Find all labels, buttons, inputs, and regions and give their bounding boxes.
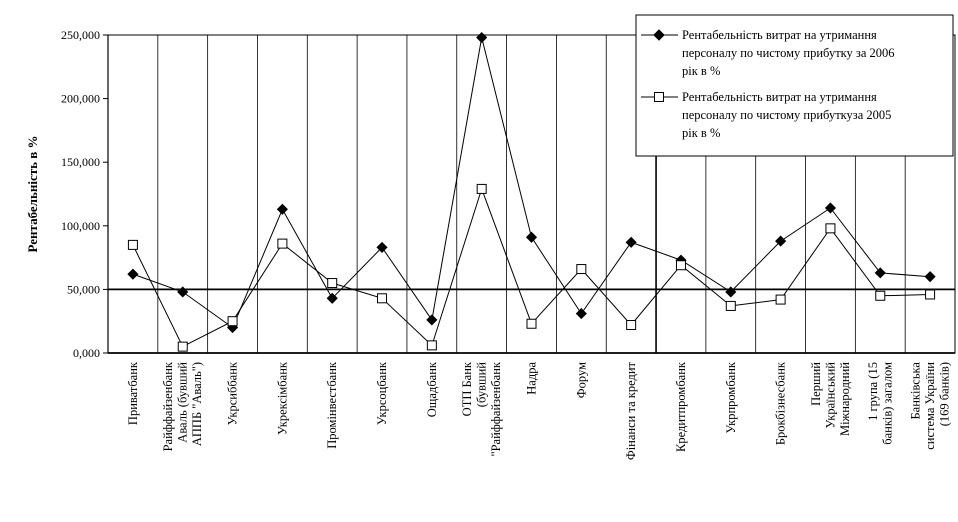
data-point-2006 bbox=[177, 286, 189, 298]
data-point-2006 bbox=[376, 241, 388, 253]
x-tick-label: Фінанси та кредит bbox=[624, 361, 638, 460]
x-tick-label: (бувший bbox=[475, 362, 489, 408]
series-layer bbox=[127, 31, 936, 352]
x-tick-label: Промінвестбанк bbox=[325, 361, 339, 449]
x-tick-label: Кредитпромбанк bbox=[674, 361, 688, 452]
x-tick-label: Надра bbox=[525, 362, 539, 395]
y-tick-label: 100,000 bbox=[61, 219, 100, 233]
legend-label: персоналу по чистому прибуткуза 2005 bbox=[682, 108, 891, 122]
legend: Рентабельність витрат на утримання персон… bbox=[635, 14, 954, 157]
x-tick-label: ОТП Банк bbox=[460, 361, 474, 416]
data-point-2006 bbox=[824, 202, 837, 214]
data-point-2006 bbox=[775, 235, 787, 247]
legend-marker-2005 bbox=[654, 92, 664, 102]
x-tick-label: "Райффайзенбанк bbox=[489, 361, 503, 456]
legend-label: персоналу по чистому прибутку за 2006 bbox=[682, 46, 895, 60]
x-tick-label: Український bbox=[823, 362, 837, 429]
legend-box bbox=[635, 14, 954, 157]
x-tick-label: Аваль (бувший bbox=[176, 362, 190, 443]
data-point-2006 bbox=[874, 267, 886, 279]
data-point-2005 bbox=[725, 300, 736, 311]
x-tick-label: Перший bbox=[809, 362, 823, 406]
data-point-2005 bbox=[177, 341, 188, 352]
x-tick-label: АППБ "Аваль") bbox=[190, 362, 204, 446]
data-point-2006 bbox=[575, 308, 587, 320]
x-tick-label: Форум bbox=[574, 362, 588, 398]
y-axis-label: Рентабельність в % bbox=[25, 136, 40, 253]
data-point-2006 bbox=[276, 203, 288, 215]
data-point-2005 bbox=[227, 316, 238, 327]
data-point-2005 bbox=[775, 294, 786, 305]
data-point-2006 bbox=[426, 314, 438, 326]
legend-marker-2006 bbox=[653, 29, 665, 41]
x-tick-label: Міжнародний bbox=[838, 362, 852, 436]
legend-label: Рентабельність витрат на утримання bbox=[682, 90, 877, 104]
data-point-2005 bbox=[377, 293, 388, 304]
y-tick-label: 50,000 bbox=[67, 282, 100, 296]
data-point-2005 bbox=[476, 183, 487, 194]
data-point-2006 bbox=[625, 236, 637, 248]
data-point-2005 bbox=[327, 278, 338, 289]
x-tick-label: Укрпромбанк bbox=[724, 361, 738, 434]
legend-label: рік в % bbox=[682, 126, 720, 140]
data-point-2005 bbox=[675, 260, 686, 271]
data-point-2005 bbox=[875, 290, 886, 301]
x-tick-label: Укрсиббанк bbox=[226, 361, 240, 425]
x-tick-label: Брокбізнесбанк bbox=[774, 361, 788, 445]
data-point-2005 bbox=[925, 289, 936, 300]
data-point-2005 bbox=[576, 264, 587, 275]
y-tick-label: 250,000 bbox=[61, 28, 100, 42]
y-axis: 0,000 50,000 100,000 150,000 200,000 250,000 bbox=[61, 28, 109, 360]
x-tick-label: Банківська bbox=[909, 362, 923, 420]
x-tick-label: 1 група (15 bbox=[866, 362, 880, 421]
data-point-2006 bbox=[326, 292, 338, 304]
x-axis: Приватбанк Райффайзенбанк Аваль (бувший АПП… bbox=[126, 361, 952, 460]
data-point-2005 bbox=[825, 223, 836, 234]
x-tick-label: (169 банків) bbox=[938, 362, 952, 426]
x-tick-label: Ощадбанк bbox=[425, 361, 439, 417]
data-point-2005 bbox=[626, 320, 637, 331]
data-point-2006 bbox=[525, 231, 538, 243]
x-tick-label: система України bbox=[923, 362, 937, 450]
x-tick-label: Укрексімбанк bbox=[275, 361, 289, 435]
x-tick-label: Райффайзенбанк bbox=[161, 361, 175, 451]
data-point-2006 bbox=[476, 31, 488, 44]
data-point-2005 bbox=[426, 340, 437, 351]
x-tick-label: Укрсоцбанк bbox=[375, 361, 389, 425]
legend-label: рік в % bbox=[682, 64, 720, 78]
y-tick-label: 200,000 bbox=[61, 92, 100, 106]
data-point-2006 bbox=[924, 271, 936, 283]
y-tick-label: 150,000 bbox=[61, 155, 100, 169]
x-tick-label: банків) загалом bbox=[881, 362, 895, 445]
x-tick-label: Приватбанк bbox=[126, 361, 140, 425]
data-point-2005 bbox=[127, 239, 138, 250]
data-point-2005 bbox=[277, 238, 288, 249]
data-point-2006 bbox=[725, 286, 737, 298]
data-point-2005 bbox=[526, 318, 537, 329]
data-point-2006 bbox=[127, 268, 139, 280]
y-tick-label: 0,000 bbox=[73, 346, 100, 360]
legend-label: Рентабельність витрат на утримання bbox=[682, 28, 877, 42]
